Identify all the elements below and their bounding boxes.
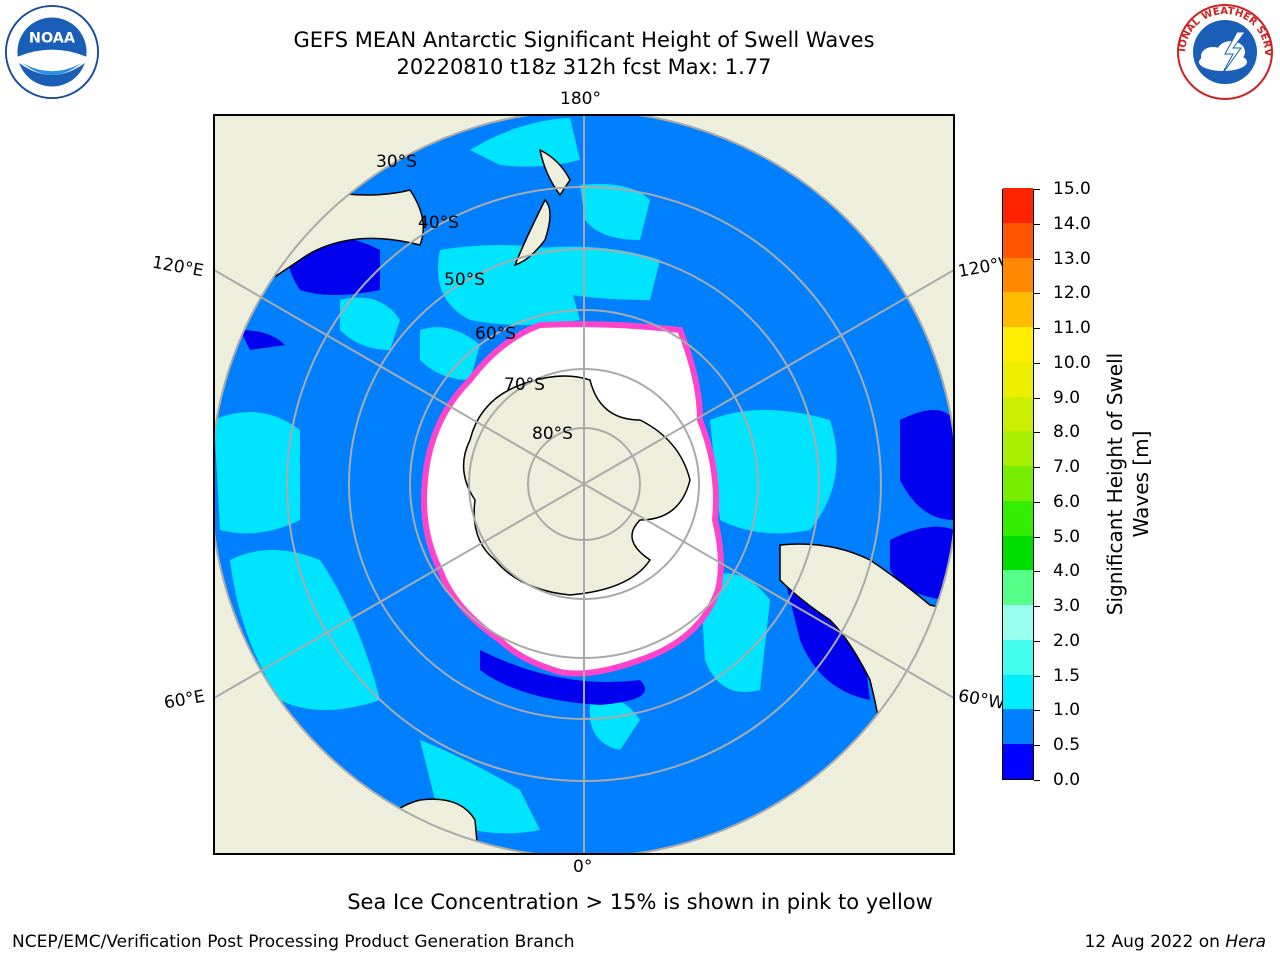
colorbar-tick-label: 4.0 [1053, 561, 1081, 582]
colorbar-tick-label: 2.0 [1053, 630, 1081, 651]
colorbar-tick [1034, 293, 1040, 295]
colorbar-segment [1003, 291, 1033, 328]
colorbar-tick-label: 14.0 [1053, 213, 1091, 234]
map-frame [213, 114, 955, 855]
colorbar-tick [1034, 328, 1040, 330]
colorbar-tick-label: 11.0 [1053, 318, 1091, 339]
colorbar-segment [1003, 500, 1033, 536]
colorbar-tick-label: 7.0 [1053, 457, 1081, 478]
lat-label-60s: 60°S [475, 324, 516, 344]
colorbar-tick [1034, 710, 1040, 712]
colorbar-tick-label: 10.0 [1053, 352, 1091, 373]
colorbar-segment [1003, 604, 1033, 640]
colorbar-tick-label: 3.0 [1053, 596, 1081, 617]
colorbar-tick-label: 5.0 [1053, 526, 1081, 547]
colorbar-tick [1034, 745, 1040, 747]
colorbar-segment [1003, 639, 1033, 675]
colorbar-tick [1034, 536, 1040, 538]
colorbar-segment [1003, 569, 1033, 606]
colorbar-segment [1003, 361, 1033, 397]
lat-label-80s: 80°S [532, 424, 573, 444]
colorbar-tick [1034, 362, 1040, 364]
colorbar-tick [1034, 571, 1040, 573]
colorbar-title: Significant Height of Swell Waves [m] [1103, 352, 1153, 616]
colorbar-tick [1034, 640, 1040, 642]
colorbar-tick-label: 13.0 [1053, 248, 1091, 269]
colorbar-segment [1003, 535, 1033, 571]
chart-subtitle: 20220810 t18z 312h fcst Max: 1.77 [396, 55, 772, 79]
colorbar-tick [1034, 501, 1040, 503]
credit-date: 12 Aug 2022 on [1084, 932, 1220, 952]
colorbar-tick-label: 6.0 [1053, 491, 1081, 512]
colorbar-segment [1003, 222, 1033, 258]
colorbar-tick [1034, 675, 1040, 677]
colorbar-segment [1003, 326, 1033, 362]
colorbar-tick-label: 15.0 [1053, 179, 1091, 199]
lat-label-30s: 30°S [376, 152, 417, 172]
noaa-logo-icon: NOAA [4, 4, 100, 100]
colorbar-tick [1034, 467, 1040, 469]
chart-title: GEFS MEAN Antarctic Significant Height o… [293, 28, 875, 52]
colorbar-tick-label: 12.0 [1053, 283, 1091, 304]
colorbar-segment [1003, 674, 1033, 710]
colorbar-segment [1003, 396, 1033, 432]
colorbar-segment [1003, 465, 1033, 501]
new-zealand-south [513, 198, 551, 267]
colorbar-tick-label: 1.5 [1053, 665, 1081, 686]
lon-label-180: 180° [560, 89, 601, 109]
sea-ice-note: Sea Ice Concentration > 15% is shown in … [347, 890, 933, 914]
colorbar-tick [1034, 258, 1040, 260]
colorbar-tick [1034, 189, 1040, 190]
credit-machine: Hera [1225, 932, 1266, 952]
colorbar-tick-label: 0.0 [1053, 770, 1081, 790]
lat-label-50s: 50°S [444, 270, 485, 290]
lon-label-0: 0° [573, 857, 593, 877]
nws-logo-icon: NATIONAL WEATHER SERVICE [1175, 2, 1273, 100]
colorbar-tick-label: 8.0 [1053, 422, 1081, 443]
colorbar-tick-label: 0.5 [1053, 735, 1081, 756]
noaa-logo-text: NOAA [29, 30, 76, 46]
lat-label-40s: 40°S [418, 213, 459, 233]
graticule [214, 115, 954, 854]
colorbar-segment [1003, 709, 1033, 745]
colorbar-tick [1034, 397, 1040, 399]
colorbar-tick [1034, 223, 1040, 225]
colorbar-tick-label: 1.0 [1053, 700, 1081, 721]
colorbar-tick [1034, 780, 1040, 781]
colorbar-tick [1034, 432, 1040, 434]
colorbar-segment [1003, 187, 1033, 223]
colorbar-tick [1034, 606, 1040, 608]
credit-left: NCEP/EMC/Verification Post Processing Pr… [12, 932, 575, 952]
colorbar [1002, 187, 1034, 780]
colorbar-segment [1003, 257, 1033, 293]
colorbar-segment [1003, 743, 1033, 779]
colorbar-segment [1003, 430, 1033, 467]
antarctica-land [462, 375, 691, 596]
lat-label-70s: 70°S [504, 375, 545, 395]
colorbar-tick-label: 9.0 [1053, 387, 1081, 408]
credit-right: 12 Aug 2022 on Hera [1084, 932, 1266, 952]
